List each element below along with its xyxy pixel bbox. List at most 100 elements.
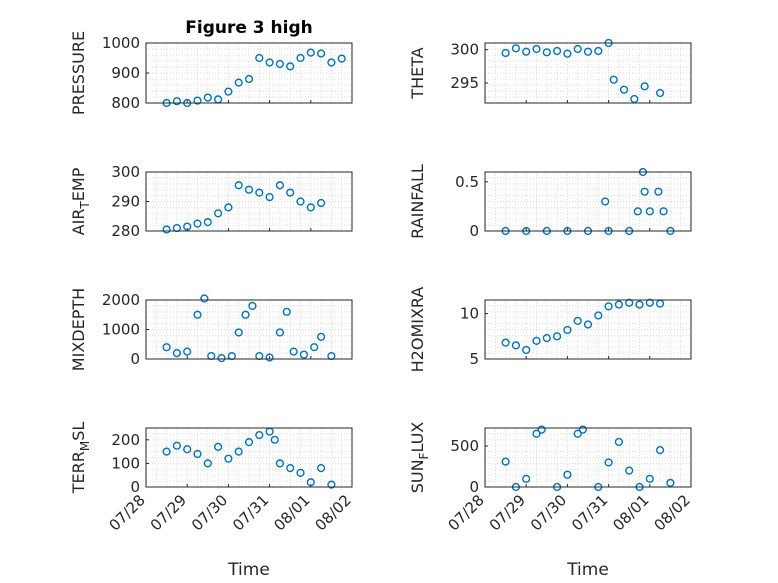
subplot-5-data-point (299, 350, 309, 359)
subplot-8-data-point (578, 425, 587, 434)
subplot-7-data-point (183, 445, 192, 454)
subplot-4-data-point (640, 187, 649, 196)
subplot-8-data-point (532, 429, 541, 438)
subplot-7-ylabel: TERRMSL (69, 422, 92, 495)
subplot-6-data-point (522, 345, 531, 355)
subplot-4-data-point (633, 207, 642, 216)
subplot-4-ytick-label: 0.5 (455, 173, 479, 191)
subplot-1-data-point (265, 58, 274, 67)
subplot-6-data-point (614, 300, 624, 309)
subplot-1-data-point (327, 58, 336, 67)
subplot-2-data-point (619, 85, 629, 94)
subplot-4-data-point (601, 197, 610, 206)
subplot-8-ytick-label: 500 (450, 437, 479, 455)
subplot-6-axes-box (484, 299, 692, 360)
subplot-7-ytick-label: 200 (111, 431, 140, 449)
subplot-2-ylabel: THETA (408, 47, 427, 99)
subplot-3-data-point (275, 181, 285, 190)
subplot-1-data-point (203, 93, 212, 102)
subplot-2-ytick-label: 300 (450, 41, 479, 59)
subplot-6-data-point (563, 325, 572, 335)
subplot-3-data-point (193, 219, 202, 228)
subplot-8-data-point (655, 446, 665, 455)
subplot-1-ytick-label: 1000 (102, 34, 140, 52)
subplot-7-xtick-label: 08/02 (312, 491, 355, 534)
subplot-6-data-point (511, 341, 521, 350)
subplot-3-data-point (296, 197, 305, 206)
subplot-2-data-point (640, 82, 649, 91)
subplot-3-data-point (224, 203, 233, 212)
subplot-8-xtick-label: 08/02 (651, 491, 694, 534)
subplot-6-data-point (501, 338, 510, 347)
subplot-3-data-point (203, 218, 212, 227)
subplot-2-data-point (552, 46, 562, 56)
subplot-7-data-point (286, 464, 295, 473)
subplot-3-data-point (162, 225, 171, 234)
subplot-5-data-point (172, 349, 182, 358)
subplot-7-data-point (214, 442, 223, 451)
subplot-6-ytick-label: 5 (469, 350, 479, 368)
subplot-6-data-point (604, 302, 613, 311)
subplot-6-data-point (635, 300, 644, 309)
subplot-4-ylabel: RAINFALL (408, 164, 427, 239)
subplot-1-ylabel: PRESSURE (69, 31, 88, 115)
subplot-8-xtick-label: 07/29 (486, 491, 529, 534)
subplot-8-data-point (522, 474, 531, 483)
subplot-1-data-point (296, 53, 305, 63)
subplot-5-ylabel: MIXDEPTH (69, 288, 88, 371)
subplot-7-data-point (224, 454, 233, 463)
subplot-5-data-point (282, 307, 291, 316)
subplot-5-data-point (193, 310, 202, 319)
subplot-3-data-point (234, 181, 243, 190)
subplot-3-ytick-label: 300 (111, 163, 140, 181)
subplot-8-data-point (573, 429, 582, 438)
subplot-4-data-point (645, 207, 654, 216)
subplot-2-data-point (511, 44, 521, 53)
subplot-7-data-point (244, 438, 254, 447)
subplot-5-data-point (248, 301, 257, 311)
subplot-7-data-point (162, 447, 171, 456)
subplot-7-data-point (317, 464, 326, 473)
subplot-1-data-point (172, 97, 182, 106)
subplot-8-data-point (537, 425, 546, 434)
subplot-7-xtick-label: 08/01 (270, 491, 313, 534)
subplot-1-data-point (255, 53, 264, 63)
subplot-6-data-point (573, 316, 582, 325)
subplot-6-data-point (552, 332, 562, 341)
subplot-7-data-point (172, 441, 182, 450)
subplot-6-ytick-label: 10 (460, 305, 479, 323)
subplot-7-xlabel: Time (227, 560, 270, 580)
subplot-2-axes-box (484, 42, 692, 104)
subplot-2-data-point (501, 48, 510, 58)
subplot-1-ytick-label: 900 (111, 64, 140, 82)
subplot-8-xtick-label: 08/01 (609, 491, 652, 534)
subplot-2-data-point (542, 48, 551, 57)
subplot-5-data-point (241, 310, 250, 319)
subplot-3-data-point (286, 188, 295, 197)
subplot-5-axes-box (145, 299, 353, 360)
subplot-6-data-point (594, 311, 603, 320)
subplot-8-ylabel: SUNFLUX (408, 422, 431, 494)
subplot-8-axes-box (484, 427, 692, 488)
subplot-8-data-point (563, 470, 572, 479)
subplot-3-data-point (255, 188, 264, 197)
subplot-3-ytick-label: 290 (111, 193, 140, 211)
subplot-2-data-point (563, 49, 572, 58)
subplot-3-data-point (306, 203, 315, 212)
subplot-7-ytick-label: 100 (111, 454, 140, 472)
subplot-3-data-point (183, 222, 192, 231)
subplot-6-ylabel: H2OMIXRA (408, 287, 427, 373)
subplot-5-data-point (317, 332, 326, 341)
subplot-1-data-point (306, 48, 315, 57)
subplot-3-ylabel: AIRTEMP (69, 167, 92, 235)
subplot-5-ytick-label: 0 (130, 350, 140, 368)
subplot-1-data-point (286, 62, 295, 71)
subplot-8-data-point (614, 437, 624, 447)
subplot-8-xlabel: Time (566, 560, 609, 580)
subplot-1-data-point (244, 74, 254, 84)
subplot-6-data-point (583, 320, 593, 329)
subplot-8-data-point (666, 478, 675, 488)
subplot-7-data-point (275, 459, 285, 468)
subplot-7-ytick-label: 0 (130, 478, 140, 496)
